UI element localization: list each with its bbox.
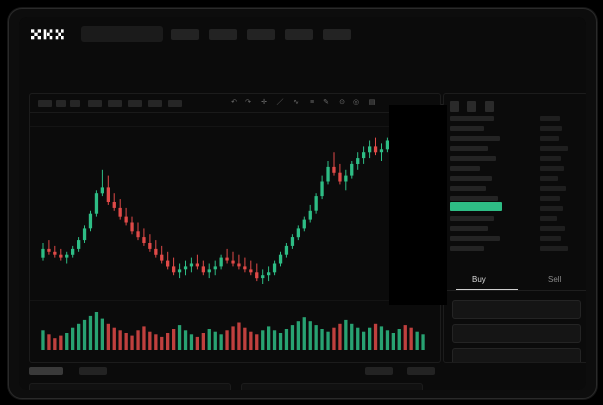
market-subheader: Spot Trading ⌄ ⌄ — [19, 51, 586, 119]
orderbook-row-value — [540, 186, 566, 191]
footer-tab-1[interactable] — [29, 367, 63, 375]
orderbook-row[interactable] — [450, 116, 494, 121]
fib-icon[interactable]: ≡ — [309, 99, 315, 106]
orderbook-row[interactable] — [450, 246, 484, 251]
volume-series — [41, 312, 425, 350]
brush-icon[interactable]: ✎ — [323, 99, 329, 106]
tab-sell[interactable]: Sell — [548, 275, 562, 284]
wave-icon[interactable]: ∿ — [293, 99, 299, 106]
nav-item-4[interactable] — [285, 29, 313, 40]
orderbook-view-tabs[interactable] — [450, 99, 498, 112]
nav-item-3[interactable] — [247, 29, 275, 40]
chart-panel: ↶ ↷ ✛ ／ ∿ ≡ ✎ ⊙ ◎ ▤ — [29, 93, 441, 363]
candlestick-series — [41, 120, 425, 284]
price-chart[interactable] — [30, 112, 440, 362]
orderbook-row[interactable] — [450, 186, 486, 191]
crosshair-icon[interactable]: ✛ — [261, 99, 267, 106]
book-all-icon[interactable] — [450, 101, 459, 112]
amount-input[interactable] — [452, 324, 581, 343]
timeframe-2[interactable] — [56, 100, 66, 107]
orderbook-row[interactable] — [450, 126, 484, 131]
orderbook-row[interactable] — [450, 176, 492, 181]
orderbook-row-value — [540, 126, 562, 131]
undo-icon[interactable]: ↶ — [231, 99, 237, 106]
orderbook-row[interactable] — [450, 236, 500, 241]
footer-action-1[interactable] — [365, 367, 393, 375]
device-frame: Spot Trading ⌄ ⌄ — [8, 8, 597, 399]
orderbook-row[interactable] — [450, 146, 488, 151]
bottom-panel-2[interactable] — [241, 383, 423, 390]
search-input[interactable] — [81, 26, 163, 42]
app-screen: Spot Trading ⌄ ⌄ — [19, 17, 586, 390]
orderbook-row[interactable] — [450, 196, 498, 201]
orderbook-row-value — [540, 136, 559, 141]
active-tab-underline — [456, 289, 518, 290]
orderbook-row-value — [540, 116, 560, 121]
orderbook-row-value — [540, 246, 568, 251]
timeframe-6[interactable] — [128, 100, 142, 107]
footer-action-2[interactable] — [407, 367, 435, 375]
orderbook-panel: Buy Sell — [443, 93, 586, 363]
total-input[interactable] — [452, 348, 581, 362]
orderbook-row[interactable] — [450, 156, 496, 161]
footer-tab-2[interactable] — [79, 367, 107, 375]
redo-icon[interactable]: ↷ — [245, 99, 251, 106]
book-asks-icon[interactable] — [484, 101, 494, 112]
orderbook-row-value — [540, 156, 561, 161]
trash-icon[interactable]: ▤ — [368, 99, 376, 106]
orderbook-spread-highlight — [450, 202, 502, 211]
orderbook-row-value — [540, 226, 565, 231]
overlay-artifact — [389, 105, 447, 305]
eye-icon[interactable]: ◎ — [352, 99, 360, 106]
chart-footer — [29, 363, 439, 379]
orderbook-row[interactable] — [450, 216, 494, 221]
orderbook-row-value — [540, 196, 560, 201]
line-icon[interactable]: ／ — [276, 99, 284, 106]
timeframe-5[interactable] — [108, 100, 122, 107]
orderbook-row-value — [540, 216, 557, 221]
timeframe-7[interactable] — [148, 100, 162, 107]
book-bids-icon[interactable] — [467, 101, 477, 112]
nav-item-1[interactable] — [171, 29, 199, 40]
orderbook-row-value — [540, 166, 564, 171]
orderbook-row-value — [540, 206, 563, 211]
okx-logo-icon[interactable] — [31, 27, 71, 41]
orderbook-row[interactable] — [450, 136, 500, 141]
orderbook-row-value — [540, 236, 561, 241]
price-input[interactable] — [452, 300, 581, 319]
nav-item-5[interactable] — [323, 29, 351, 40]
chart-toolbar: ↶ ↷ ✛ ／ ∿ ≡ ✎ ⊙ ◎ ▤ — [30, 94, 440, 113]
magnet-icon[interactable]: ⊙ — [339, 99, 345, 106]
tab-buy[interactable]: Buy — [472, 275, 486, 284]
orderbook-row[interactable] — [450, 226, 488, 231]
timeframe-4[interactable] — [88, 100, 102, 107]
orderbook-row[interactable] — [450, 166, 480, 171]
timeframe-8[interactable] — [168, 100, 182, 107]
orderbook-row-value — [540, 176, 558, 181]
nav-item-2[interactable] — [209, 29, 237, 40]
bottom-panel-1[interactable] — [29, 383, 231, 390]
timeframe-1[interactable] — [38, 100, 52, 107]
timeframe-3[interactable] — [70, 100, 80, 107]
trade-side-tabs[interactable]: Buy Sell — [444, 270, 586, 291]
top-navigation — [19, 17, 586, 51]
orderbook-row-value — [540, 146, 568, 151]
